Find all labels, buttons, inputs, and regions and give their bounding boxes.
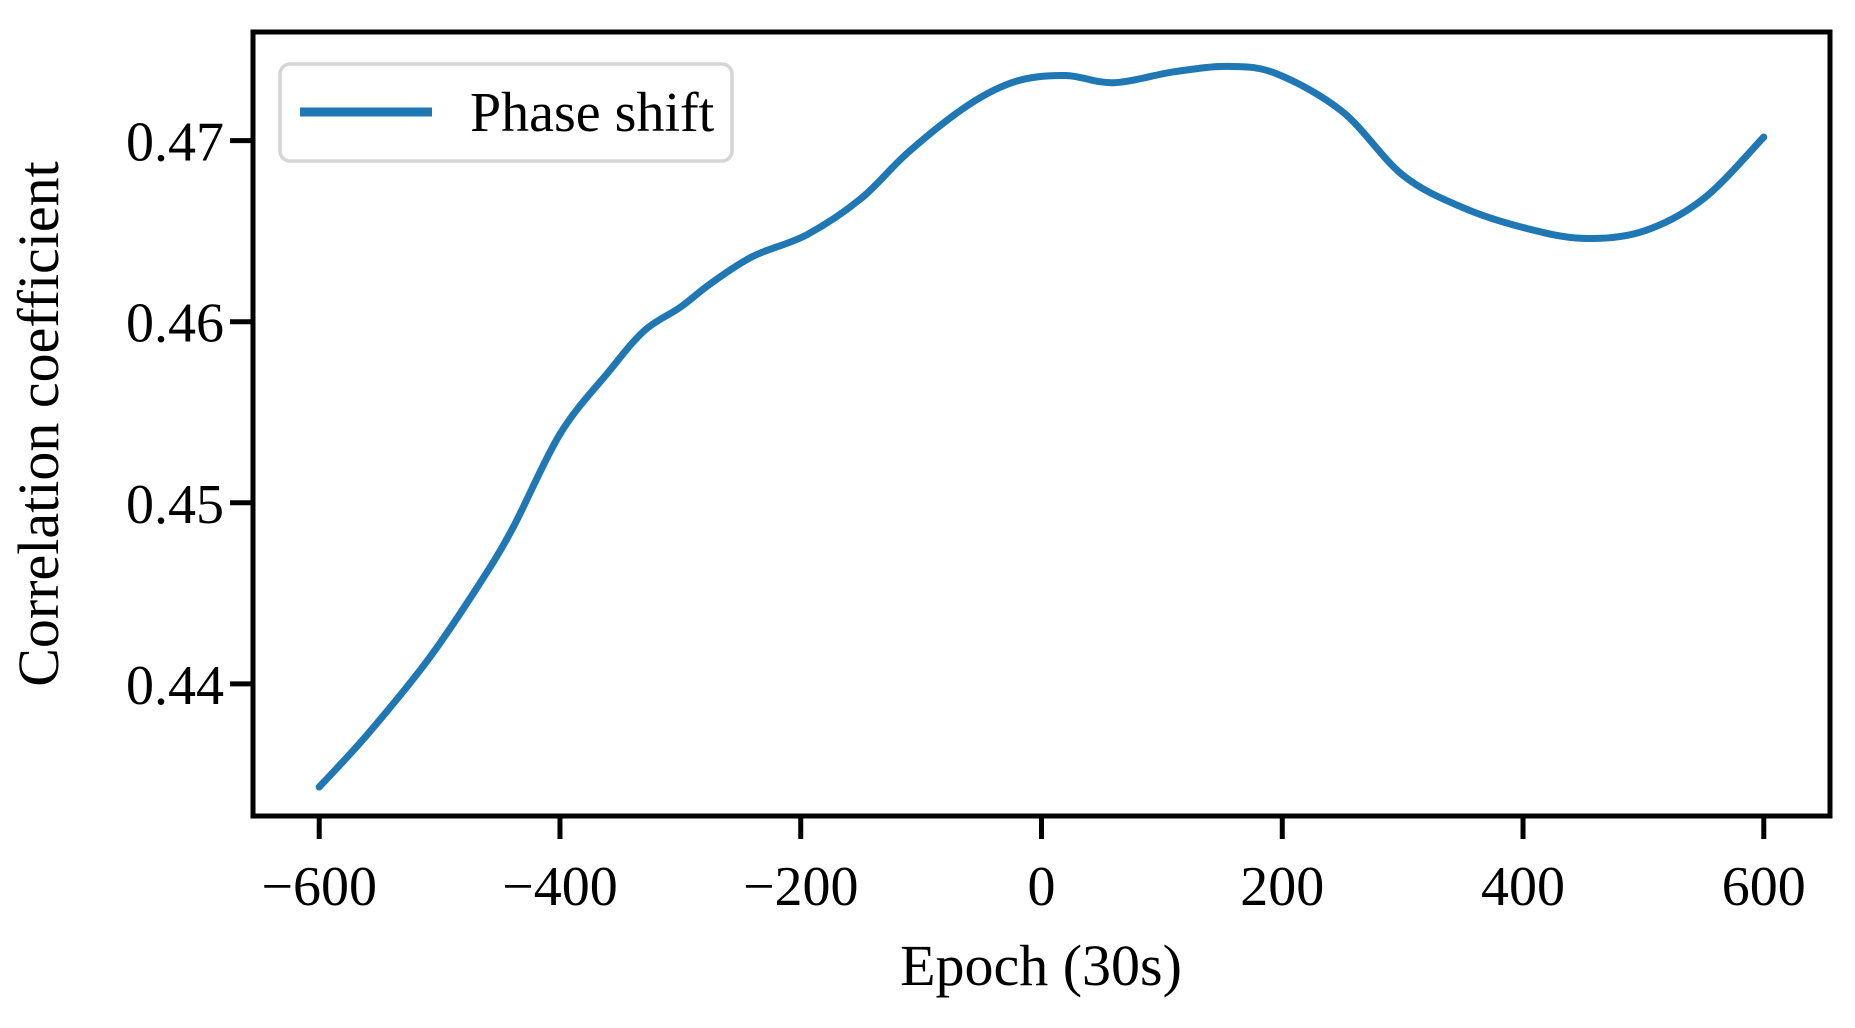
x-tick-label: 200 [1240,856,1324,918]
phase-shift-line [315,62,1768,791]
x-axis-label: Epoch (30s) [900,933,1182,998]
x-tick-label: 600 [1722,856,1806,918]
x-axis-ticks: −600 −400 −200 0 200 400 600 [261,816,1806,918]
x-tick-label: −400 [502,856,618,918]
x-tick-label: −200 [743,856,859,918]
y-axis-label: Correlation coefficient [6,161,71,687]
y-axis-ticks: 0.44 0.45 0.46 0.47 [126,112,253,717]
y-tick-label: 0.47 [126,112,224,174]
x-tick-label: 0 [1028,856,1056,918]
legend-box [278,62,734,163]
legend: Phase shift [278,62,734,163]
y-tick-label: 0.46 [126,293,224,355]
y-tick-label: 0.45 [126,474,224,536]
y-tick-label: 0.44 [126,655,224,717]
legend-label: Phase shift [470,82,715,144]
x-tick-label: 400 [1481,856,1565,918]
x-tick-label: −600 [261,856,377,918]
